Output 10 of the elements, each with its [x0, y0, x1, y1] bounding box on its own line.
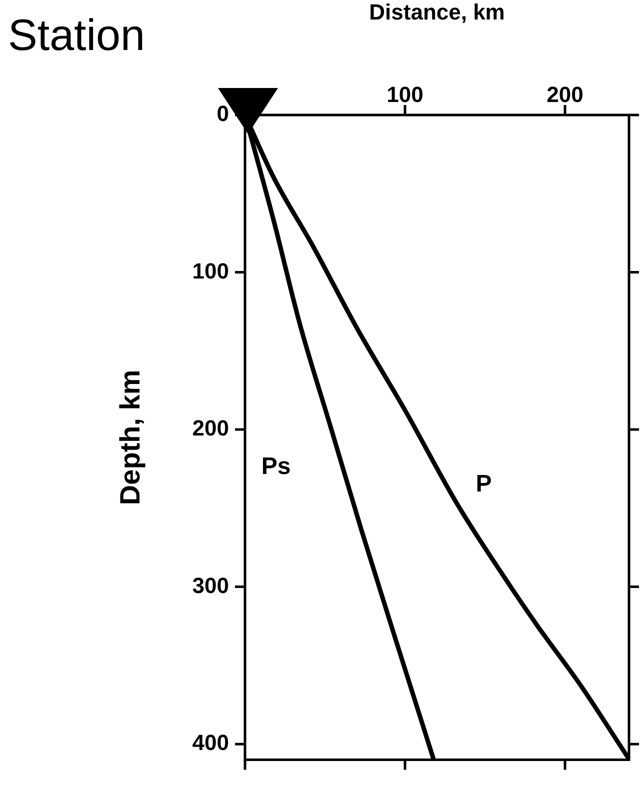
y-tick-label: 400 — [192, 730, 229, 756]
y-tick-label: 0 — [216, 101, 229, 126]
x-axis-title: Distance, km — [369, 0, 505, 24]
y-axis-title: Depth, km — [114, 370, 146, 506]
series-label: Ps — [261, 452, 291, 480]
y-tick-label: 100 — [192, 258, 229, 284]
series-label: P — [476, 470, 492, 498]
y-tick-label: 200 — [192, 416, 229, 441]
text: Station — [8, 11, 145, 60]
y-tick-label: 300 — [192, 572, 229, 598]
